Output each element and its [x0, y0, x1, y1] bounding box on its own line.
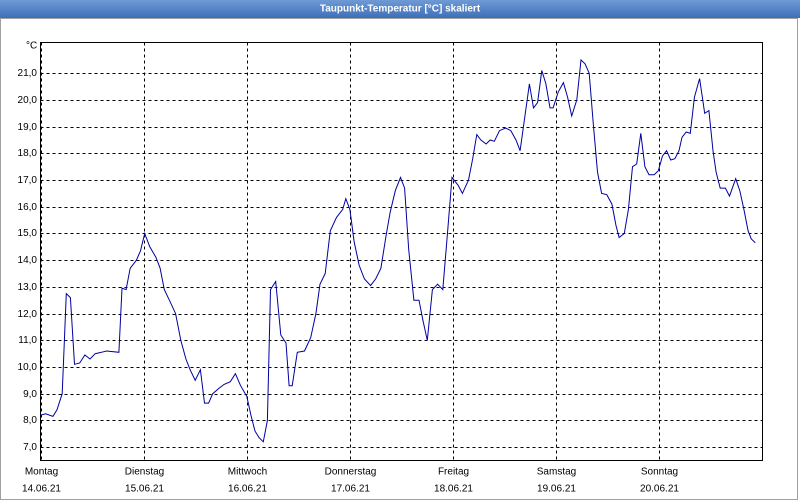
- y-tick-label: 12,0: [18, 309, 38, 320]
- x-tick-date: 15.06.21: [125, 484, 164, 495]
- x-tick-date: 19.06.21: [537, 484, 576, 495]
- y-tick-label: 13,0: [18, 282, 38, 293]
- x-tick-label: Donnerstag: [325, 467, 377, 478]
- y-tick-label: 11,0: [18, 335, 37, 346]
- x-tick-date: 18.06.21: [434, 484, 473, 495]
- y-tick-label: 7,0: [23, 442, 37, 453]
- x-tick-label: Dienstag: [125, 467, 164, 478]
- x-tick-label: Samstag: [537, 467, 576, 478]
- y-unit: °C: [26, 41, 37, 52]
- y-tick-label: 21,0: [18, 68, 38, 79]
- x-tick-label: Montag: [25, 467, 58, 478]
- plot-area: [40, 42, 763, 461]
- y-tick-label: 15,0: [18, 228, 38, 239]
- y-tick-label: 8,0: [23, 415, 37, 426]
- y-tick-label: 14,0: [18, 255, 38, 266]
- y-tick-label: 19,0: [18, 122, 38, 133]
- x-tick-date: 14.06.21: [22, 484, 61, 495]
- y-tick-label: 18,0: [18, 148, 38, 159]
- y-tick-label: 17,0: [18, 175, 38, 186]
- y-tick-label: 10,0: [18, 362, 38, 373]
- y-tick-label: 9,0: [23, 389, 37, 400]
- chart-title: Taupunkt-Temperatur [°C] skaliert: [320, 4, 481, 15]
- x-tick-date: 17.06.21: [331, 484, 370, 495]
- x-tick-date: 16.06.21: [228, 484, 267, 495]
- y-tick-label: 20,0: [18, 95, 38, 106]
- x-tick-date: 20.06.21: [640, 484, 679, 495]
- y-tick-label: 16,0: [18, 202, 38, 213]
- x-tick-label: Freitag: [438, 467, 469, 478]
- data-line: [40, 58, 756, 443]
- x-tick-label: Sonntag: [641, 467, 678, 478]
- title-bar: [0, 0, 800, 18]
- x-tick-label: Mittwoch: [228, 467, 267, 478]
